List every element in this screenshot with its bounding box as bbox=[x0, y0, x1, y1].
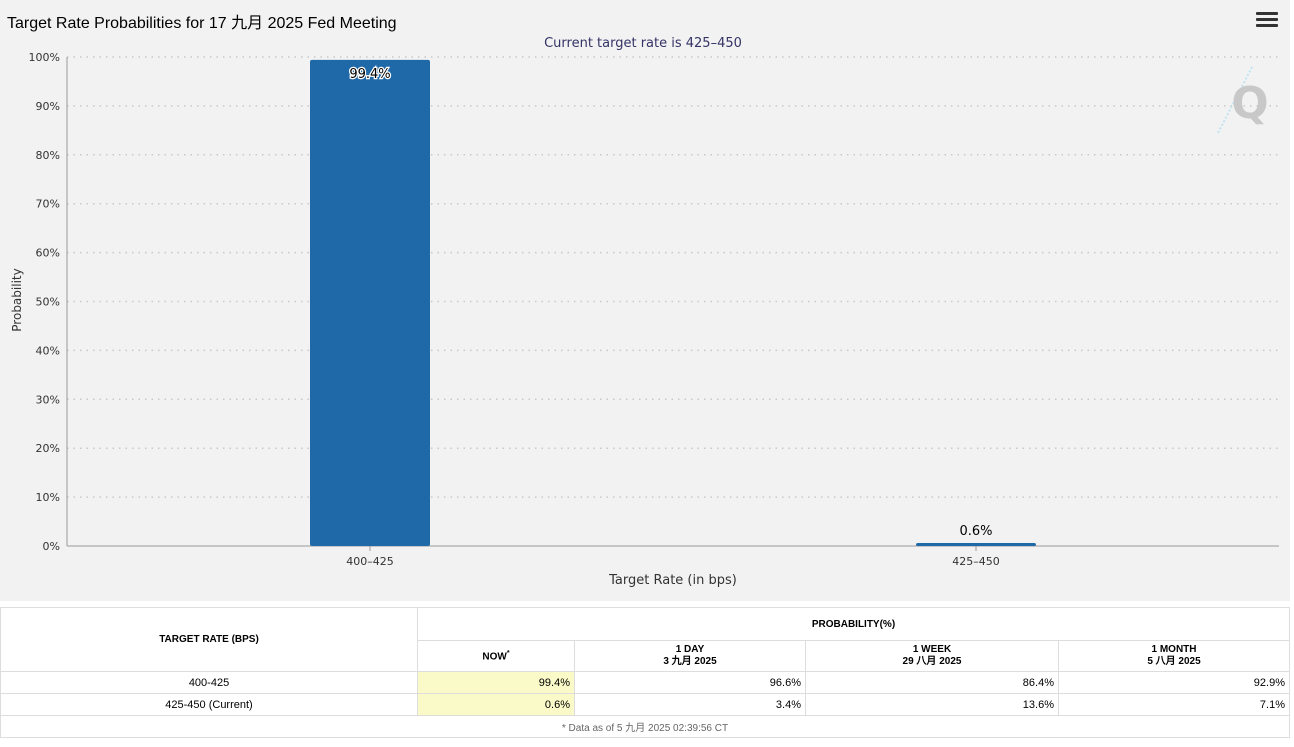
bar-value-label: 0.6% bbox=[959, 524, 992, 539]
col-header-now: NOW* bbox=[417, 640, 575, 672]
one-day-value-cell: 3.4% bbox=[574, 693, 806, 716]
y-tick-label: 60% bbox=[36, 247, 60, 260]
y-tick-label: 30% bbox=[36, 393, 60, 406]
page-title: Target Rate Probabilities for 17 九月 2025… bbox=[7, 15, 397, 32]
table-row: 425-450 (Current) 0.6% 3.4% 13.6% 7.1% bbox=[0, 693, 1290, 716]
bar-value-label: 99.4% bbox=[349, 67, 390, 82]
x-tick-label: 425–450 bbox=[952, 555, 1000, 568]
one-week-value-cell: 86.4% bbox=[805, 671, 1059, 694]
now-value-cell: 0.6% bbox=[417, 693, 575, 716]
one-week-value-cell: 13.6% bbox=[805, 693, 1059, 716]
y-tick-label: 50% bbox=[36, 296, 60, 309]
one-month-value-cell: 92.9% bbox=[1058, 671, 1290, 694]
chart-panel: Target Rate Probabilities for 17 九月 2025… bbox=[0, 0, 1290, 601]
y-tick-label: 100% bbox=[29, 51, 60, 64]
one-month-value-cell: 7.1% bbox=[1058, 693, 1290, 716]
y-tick-label: 80% bbox=[36, 149, 60, 162]
now-value-cell: 99.4% bbox=[417, 671, 575, 694]
probability-header: PROBABILITY(%) bbox=[417, 607, 1290, 641]
target-rate-header: TARGET RATE (BPS) bbox=[0, 607, 418, 672]
probability-table: TARGET RATE (BPS) PROBABILITY(%) NOW* 1 … bbox=[0, 607, 1290, 738]
table-row: 400-425 99.4% 96.6% 86.4% 92.9% bbox=[0, 671, 1290, 694]
y-axis-label: Probability bbox=[10, 268, 24, 331]
x-tick-label: 400–425 bbox=[346, 555, 394, 568]
rate-cell: 425-450 (Current) bbox=[0, 693, 418, 716]
col-header-1-month: 1 MONTH 5 八月 2025 bbox=[1058, 640, 1290, 672]
rate-cell: 400-425 bbox=[0, 671, 418, 694]
y-tick-label: 20% bbox=[36, 442, 60, 455]
watermark-logo: Q bbox=[1217, 66, 1269, 134]
y-tick-label: 90% bbox=[36, 100, 60, 113]
y-tick-label: 70% bbox=[36, 198, 60, 211]
y-tick-label: 10% bbox=[36, 491, 60, 504]
probability-table-container: TARGET RATE (BPS) PROBABILITY(%) NOW* 1 … bbox=[0, 607, 1290, 738]
chart-subtitle: Current target rate is 425–450 bbox=[544, 36, 742, 51]
data-timestamp-footnote: * Data as of 5 九月 2025 02:39:56 CT bbox=[0, 715, 1290, 738]
col-header-1-week: 1 WEEK 29 八月 2025 bbox=[805, 640, 1059, 672]
x-axis-label: Target Rate (in bps) bbox=[608, 573, 737, 588]
y-tick-label: 0% bbox=[43, 540, 60, 553]
one-day-value-cell: 96.6% bbox=[574, 671, 806, 694]
bar-400-425 bbox=[310, 59, 430, 547]
hamburger-menu-icon[interactable] bbox=[1256, 12, 1278, 30]
y-tick-label: 40% bbox=[36, 344, 60, 357]
bar-425-450 bbox=[916, 543, 1036, 546]
col-header-1-day: 1 DAY 3 九月 2025 bbox=[574, 640, 806, 672]
watermark-letter: Q bbox=[1231, 78, 1268, 129]
bar-chart: Current target rate is 425–450 0% 10% 20% 3… bbox=[10, 36, 1279, 588]
